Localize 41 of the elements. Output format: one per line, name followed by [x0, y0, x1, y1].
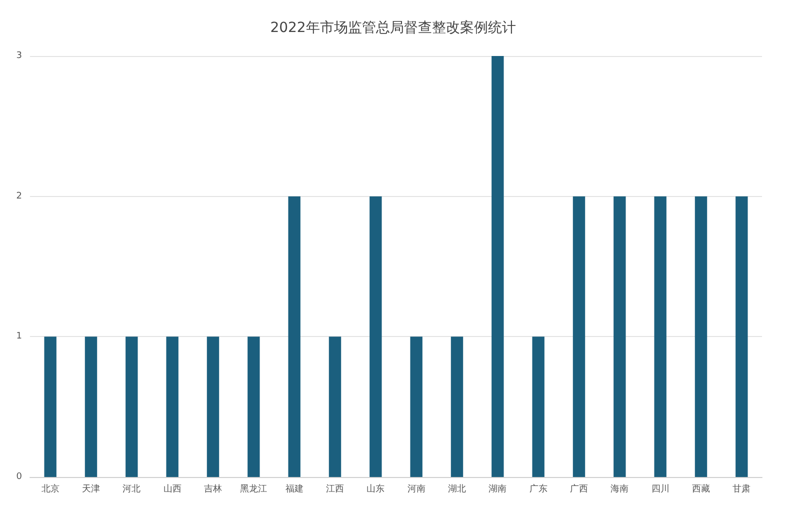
x-tick-label: 天津	[82, 484, 100, 494]
bar	[532, 336, 544, 477]
x-tick-label: 湖南	[488, 484, 507, 494]
bar	[450, 336, 464, 477]
x-tick-label: 湖北	[448, 484, 466, 494]
bar	[614, 196, 626, 477]
x-tick-label: 西藏	[692, 484, 710, 494]
bar	[206, 336, 220, 477]
x-tick-label: 山西	[163, 484, 182, 494]
x-tick-label: 吉林	[204, 484, 222, 494]
x-tick-label: 黑龙江	[240, 484, 268, 494]
x-tick-label: 北京	[41, 484, 60, 494]
y-tick-label: 1	[16, 332, 22, 342]
bar	[44, 336, 56, 477]
x-tick-label: 海南	[610, 484, 629, 494]
bar	[736, 196, 748, 477]
bar	[410, 336, 422, 477]
x-tick-label: 福建	[285, 484, 304, 494]
y-tick-label: 3	[16, 51, 22, 61]
y-tick-label: 0	[16, 472, 22, 482]
bar	[288, 196, 300, 477]
x-tick-label: 河南	[407, 484, 426, 494]
bar	[654, 196, 666, 477]
bar	[694, 196, 708, 477]
bar	[370, 196, 382, 477]
y-tick-label: 2	[16, 191, 22, 202]
x-tick-label: 甘肃	[732, 484, 751, 494]
bar	[328, 336, 342, 477]
bar	[572, 196, 586, 477]
x-tick-label: 河北	[122, 484, 141, 494]
x-tick-label: 广西	[570, 484, 588, 494]
bar	[492, 56, 504, 477]
bar	[84, 336, 98, 477]
bar	[166, 336, 178, 477]
chart-title: 2022年市场监管总局督查整改案例统计	[270, 19, 516, 36]
x-tick-label: 广东	[529, 484, 548, 494]
x-tick-label: 江西	[326, 484, 344, 494]
x-tick-label: 山东	[366, 484, 385, 494]
x-tick-label: 四川	[651, 484, 670, 494]
bar	[248, 336, 260, 477]
bar	[126, 336, 138, 477]
